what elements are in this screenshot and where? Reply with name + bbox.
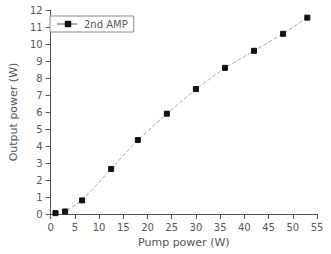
svg-text:35: 35 <box>214 222 227 233</box>
svg-text:3: 3 <box>36 158 42 169</box>
svg-text:10: 10 <box>30 39 43 50</box>
svg-text:55: 55 <box>311 222 324 233</box>
svg-text:40: 40 <box>238 222 251 233</box>
svg-text:7: 7 <box>36 90 42 101</box>
svg-text:30: 30 <box>190 222 203 233</box>
svg-text:5: 5 <box>36 124 42 135</box>
svg-text:1: 1 <box>36 192 42 203</box>
svg-text:11: 11 <box>30 22 43 33</box>
svg-text:25: 25 <box>165 222 178 233</box>
svg-text:45: 45 <box>262 222 275 233</box>
svg-text:0: 0 <box>47 222 53 233</box>
svg-text:15: 15 <box>117 222 130 233</box>
svg-text:9: 9 <box>36 56 42 67</box>
svg-text:Pump power (W): Pump power (W) <box>138 236 230 249</box>
svg-text:5: 5 <box>72 222 78 233</box>
svg-text:Output power (W): Output power (W) <box>7 63 20 162</box>
svg-text:6: 6 <box>36 107 42 118</box>
svg-text:12: 12 <box>30 5 43 16</box>
svg-text:2nd AMP: 2nd AMP <box>84 19 128 30</box>
svg-text:2: 2 <box>36 175 42 186</box>
svg-text:4: 4 <box>36 141 42 152</box>
svg-text:20: 20 <box>141 222 154 233</box>
svg-text:10: 10 <box>93 222 106 233</box>
svg-text:50: 50 <box>286 222 299 233</box>
svg-text:0: 0 <box>36 209 42 220</box>
svg-text:8: 8 <box>36 73 42 84</box>
